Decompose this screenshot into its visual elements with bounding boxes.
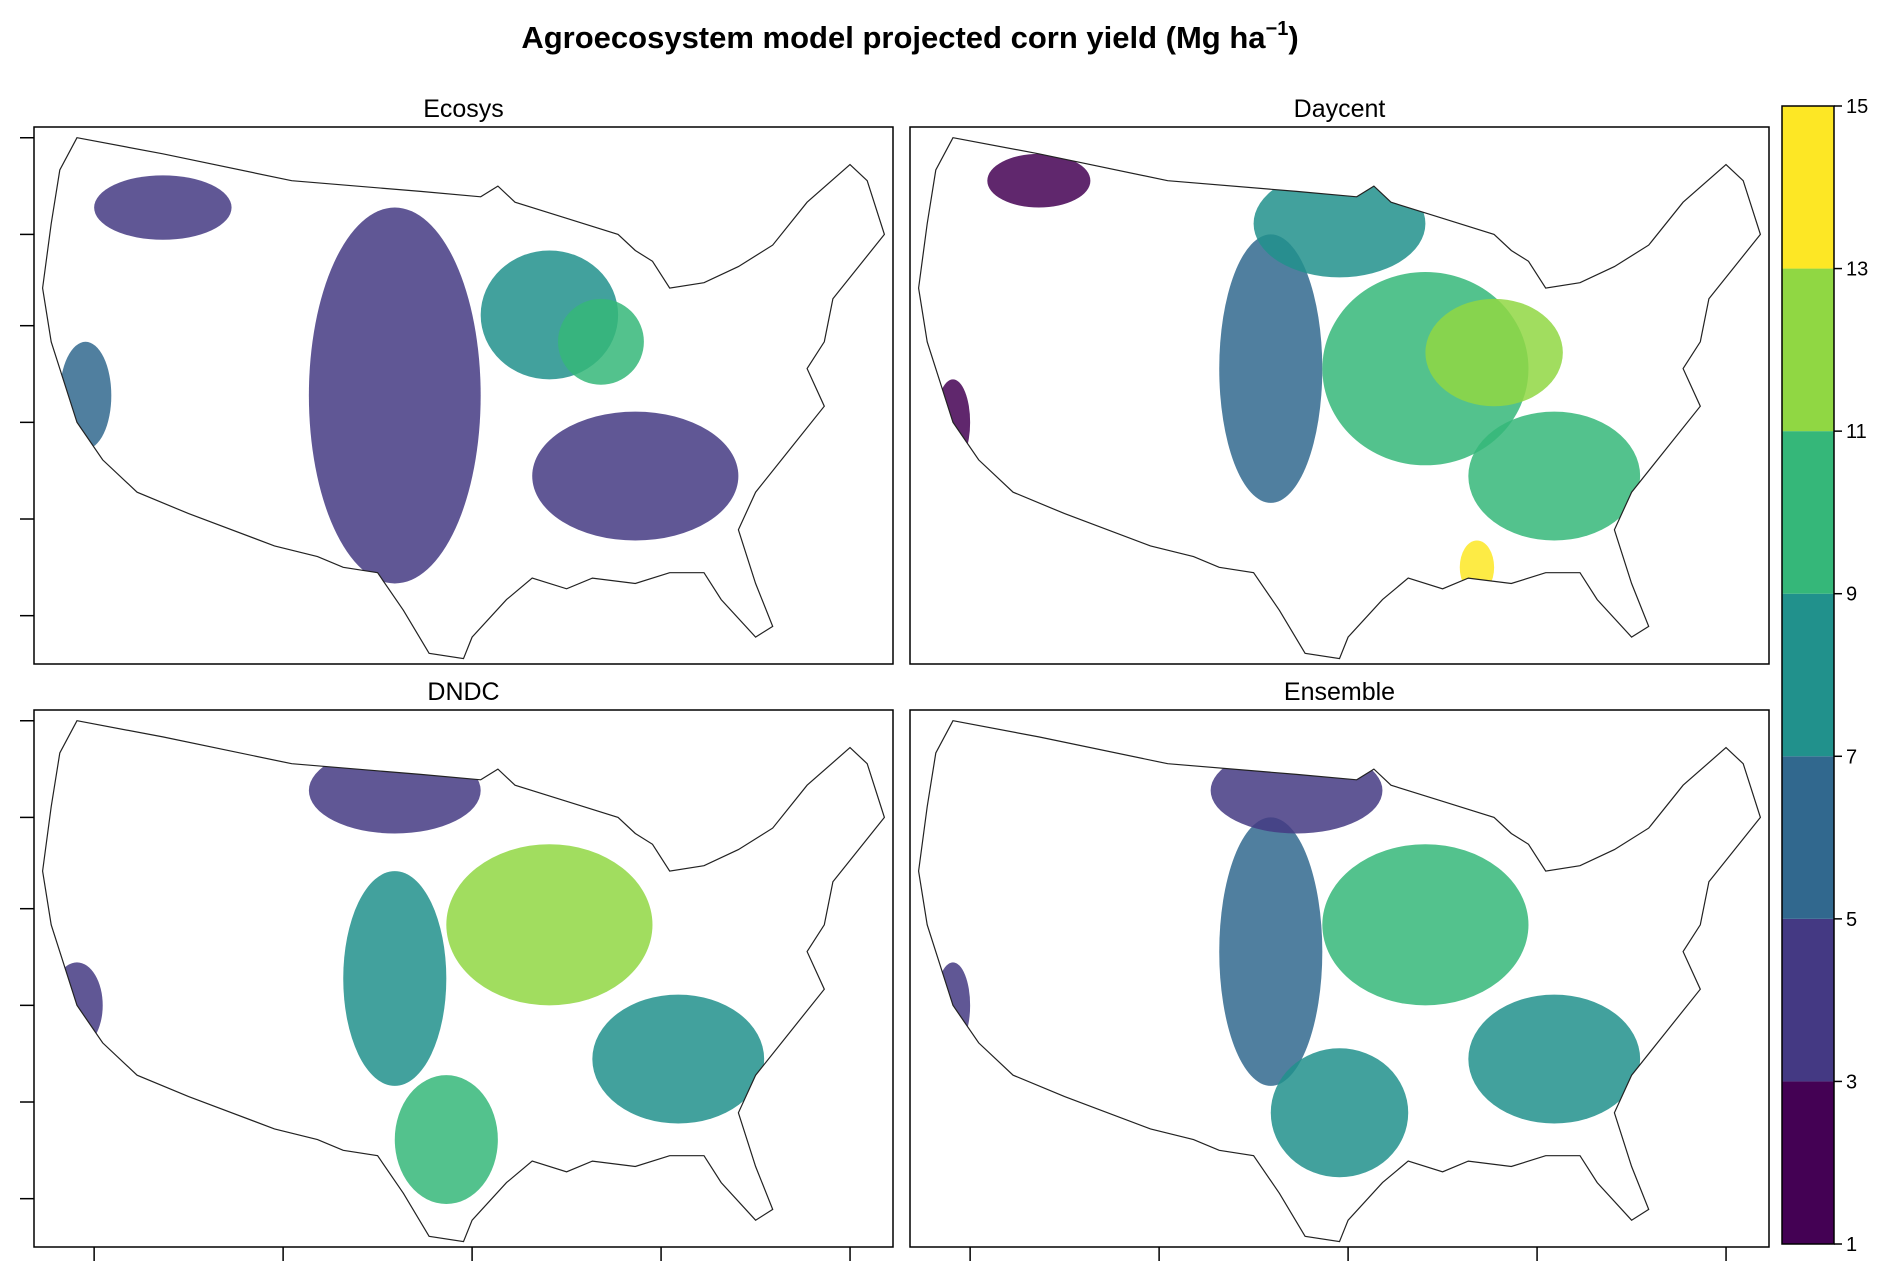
- colorbar-bin: [1782, 268, 1834, 432]
- title-main: Agroecosystem model projected corn yield…: [521, 20, 1266, 55]
- panel-frame: [33, 126, 894, 665]
- yield-region: [1322, 844, 1529, 1006]
- colorbar-bin: [1782, 593, 1834, 757]
- us-outline: [41, 720, 886, 1243]
- panel-frame: [909, 709, 1770, 1248]
- yield-region: [987, 153, 1091, 208]
- title-suffix: ): [1288, 20, 1298, 55]
- panel-title: DNDC: [427, 678, 499, 706]
- map-panel: Ensemble: [909, 678, 1770, 1261]
- yield-region: [1425, 298, 1563, 407]
- yield-region: [94, 175, 232, 240]
- yield-region: [308, 747, 481, 834]
- yield-field: [59, 175, 739, 584]
- figure-title: Agroecosystem model projected corn yield…: [521, 18, 1298, 55]
- yield-region: [308, 207, 481, 584]
- yield-region: [343, 871, 447, 1086]
- yield-region: [1219, 817, 1323, 1086]
- yield-region: [1210, 747, 1383, 834]
- title-superscript: −1: [1266, 18, 1289, 40]
- colorbar-label: 11: [1846, 421, 1867, 443]
- colorbar-bin: [1782, 1081, 1834, 1244]
- yield-region: [394, 1075, 498, 1205]
- map-panel: DNDC: [20, 678, 894, 1261]
- yield-region: [1219, 234, 1323, 503]
- yield-region: [1468, 411, 1641, 541]
- panel-title: Daycent: [1294, 95, 1386, 123]
- yield-region: [1270, 1048, 1409, 1178]
- colorbar-bin: [1782, 431, 1834, 594]
- panel-frame: [33, 709, 894, 1248]
- panel-title: Ecosys: [423, 95, 504, 123]
- panel-frame: [909, 126, 1770, 665]
- colorbar-bin: [1782, 918, 1834, 1082]
- colorbar-label: 9: [1846, 584, 1857, 606]
- us-outline: [917, 720, 1762, 1243]
- colorbar-bin: [1782, 106, 1834, 269]
- colorbar-label: 1: [1846, 1234, 1857, 1256]
- colorbar-label: 7: [1846, 746, 1857, 768]
- yield-region: [557, 298, 644, 385]
- yield-region: [592, 994, 765, 1124]
- us-outline: [41, 137, 886, 660]
- yield-region: [59, 341, 112, 450]
- panel-title: Ensemble: [1284, 678, 1395, 706]
- yield-region: [1468, 994, 1641, 1124]
- colorbar-label: 15: [1846, 96, 1868, 118]
- yield-region: [532, 411, 739, 541]
- yield-region: [446, 844, 653, 1006]
- colorbar-label: 5: [1846, 909, 1857, 931]
- map-panel: Daycent: [909, 95, 1770, 665]
- map-panel: Ecosys: [20, 95, 894, 665]
- colorbar-label: 3: [1846, 1071, 1857, 1093]
- colorbar-bin: [1782, 756, 1834, 919]
- colorbar-label: 13: [1846, 259, 1868, 281]
- colorbar-frame: [1781, 105, 1835, 1245]
- yield-field: [935, 153, 1641, 595]
- us-outline: [917, 137, 1762, 660]
- yield-region: [1253, 169, 1426, 278]
- yield-field: [51, 747, 765, 1205]
- yield-field: [935, 747, 1641, 1178]
- yield-region: [1459, 540, 1495, 595]
